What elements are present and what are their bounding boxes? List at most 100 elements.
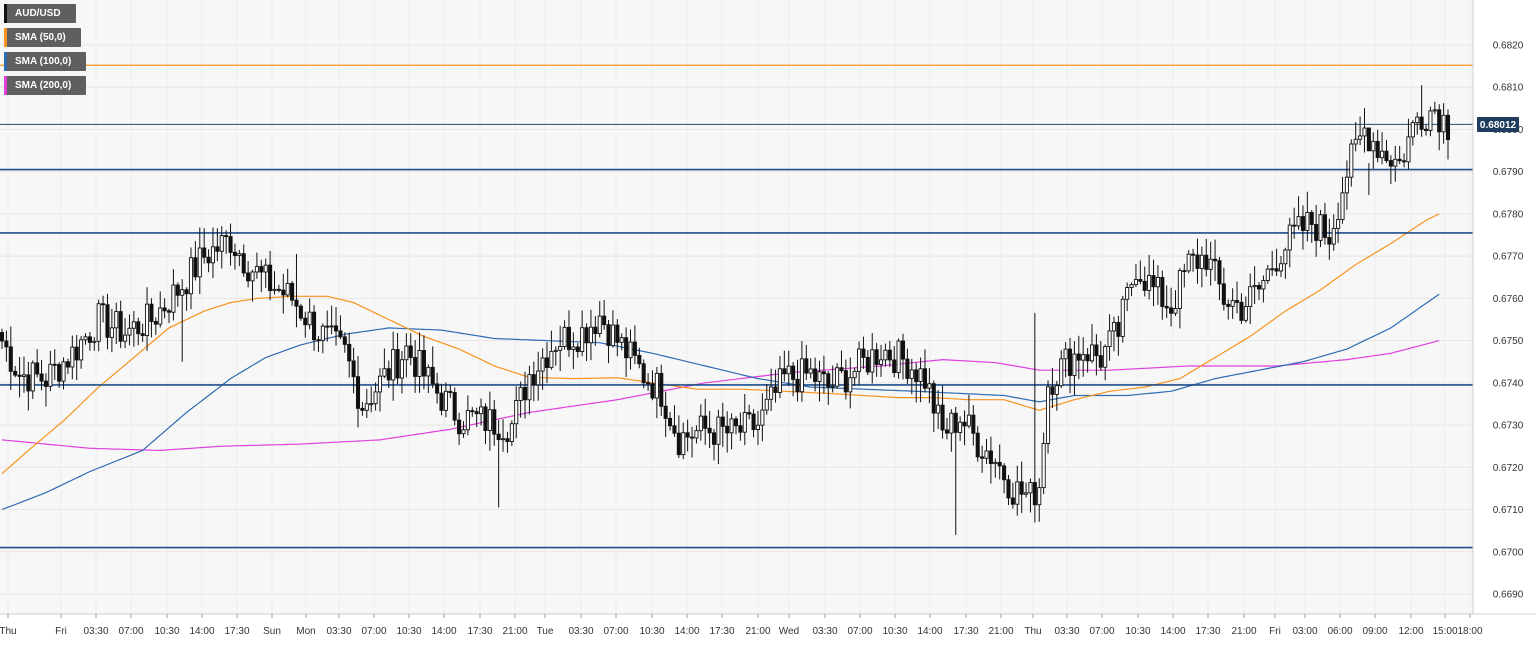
candle-body-down	[975, 432, 980, 458]
legend-label-sma200: SMA (200,0)	[15, 80, 72, 91]
candle	[615, 319, 620, 357]
candle-body-down	[1169, 307, 1174, 314]
candle-body-down	[421, 350, 426, 377]
candle	[619, 333, 624, 351]
candle	[1002, 463, 1007, 494]
candle	[70, 335, 75, 380]
candle	[1274, 248, 1279, 276]
candle-body-up	[1393, 158, 1398, 167]
candle-body-down	[1050, 386, 1055, 395]
candle-body-down	[1160, 277, 1165, 307]
candle	[1283, 247, 1288, 279]
candle	[109, 308, 114, 353]
candle-body-up	[786, 365, 791, 375]
candle-body-up	[698, 415, 703, 432]
candle-body-up	[1133, 279, 1138, 286]
candle	[527, 365, 532, 415]
candle-body-down	[584, 327, 589, 344]
candle	[782, 350, 787, 382]
candle	[87, 331, 92, 351]
candle	[83, 333, 88, 345]
candle-body-down	[1239, 301, 1244, 321]
candle-body-down	[193, 257, 198, 278]
candle	[1138, 260, 1143, 285]
legend-item-sma100[interactable]: SMA (100,0)	[4, 52, 86, 71]
candle	[1081, 337, 1086, 377]
candle	[949, 409, 954, 452]
candle-body-down	[1322, 214, 1327, 238]
candle	[909, 358, 914, 395]
candle-body-up	[377, 375, 383, 393]
candle-body-up	[830, 385, 835, 388]
candle-body-up	[514, 400, 519, 425]
candle	[1098, 341, 1103, 371]
candle-body-down	[1314, 224, 1319, 241]
candle	[1270, 251, 1275, 276]
candle-body-up	[1261, 280, 1266, 290]
legend-item-audusd[interactable]: AUD/USD	[4, 4, 76, 23]
candle	[1006, 474, 1011, 506]
candle-body-up	[250, 271, 255, 282]
candle	[386, 360, 391, 389]
candle-body-down	[1402, 160, 1407, 163]
candle-body-up	[114, 311, 119, 329]
candle	[540, 348, 545, 390]
candle	[799, 341, 804, 402]
candle	[720, 402, 725, 447]
x-tick-label: Fri	[1269, 626, 1281, 637]
candle-body-up	[760, 409, 765, 426]
candle-body-up	[896, 340, 901, 374]
candle-body-up	[509, 423, 514, 443]
candle-body-up	[417, 350, 422, 377]
candle-body-down	[360, 407, 365, 411]
candle	[742, 394, 747, 446]
candle-body-up	[694, 430, 699, 439]
candle	[290, 280, 295, 306]
candle-body-down	[496, 433, 501, 441]
candle-body-up	[549, 350, 554, 368]
legend-item-sma50[interactable]: SMA (50,0)	[4, 28, 81, 47]
x-tick-label: Thu	[0, 626, 17, 637]
candle	[698, 404, 703, 441]
candle-body-down	[1204, 254, 1209, 270]
candle	[1208, 241, 1213, 286]
candle-body-down	[1010, 497, 1015, 505]
candle-body-down	[980, 456, 985, 459]
candle-body-down	[1217, 260, 1222, 285]
candle-body-down	[17, 374, 22, 377]
candle-body-down	[39, 373, 44, 382]
x-tick-label: 07:00	[603, 626, 628, 637]
candle-body-down	[87, 336, 92, 343]
candle-body-up	[918, 368, 923, 382]
candle	[92, 337, 97, 351]
candle-body-down	[566, 326, 572, 350]
candle-body-up	[188, 257, 194, 295]
candle	[1406, 118, 1411, 170]
candle	[492, 399, 497, 446]
candle	[826, 371, 831, 405]
candle	[1076, 335, 1081, 380]
candle-body-down	[290, 282, 295, 301]
candle	[905, 348, 910, 384]
candle-body-up	[487, 409, 492, 432]
candle	[1067, 337, 1073, 394]
legend: AUD/USD SMA (50,0) SMA (100,0) SMA (200,…	[4, 4, 86, 100]
candle-body-down	[26, 374, 31, 392]
candle	[1204, 238, 1209, 277]
candle-body-up	[993, 461, 998, 465]
candle-body-up	[984, 450, 989, 459]
candle-body-up	[949, 412, 954, 434]
candle	[483, 403, 488, 445]
candle-body-up	[61, 361, 66, 382]
candle	[654, 366, 659, 419]
legend-item-sma200[interactable]: SMA (200,0)	[4, 76, 86, 95]
candle-body-up	[92, 340, 97, 343]
candle	[470, 407, 475, 417]
candle-body-down	[1006, 479, 1011, 499]
candle	[430, 346, 435, 389]
candle	[0, 328, 5, 349]
candle	[21, 356, 27, 393]
candle-body-up	[799, 358, 804, 393]
candle-body-down	[522, 386, 528, 401]
